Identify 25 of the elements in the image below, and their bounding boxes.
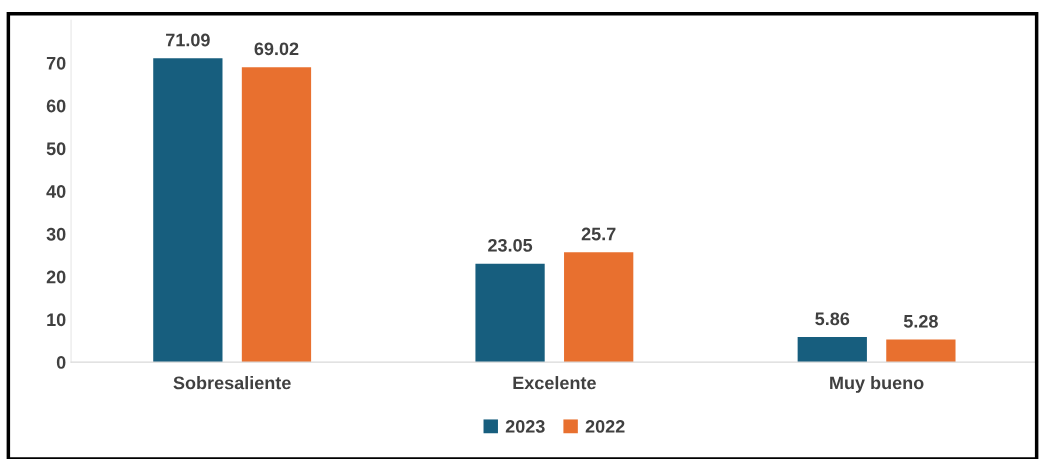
data-label: 5.28 [903, 314, 938, 328]
y-tick-label: 30 [46, 227, 66, 241]
x-tick-label: Excelente [513, 376, 596, 390]
y-tick-label: 0 [56, 356, 66, 369]
legend-label: 2022 [585, 420, 625, 433]
y-tick-label: 40 [46, 185, 66, 198]
y-tick-label: 50 [46, 142, 66, 156]
data-label: 25.7 [581, 227, 616, 241]
y-tick-label: 60 [46, 99, 66, 113]
bar [886, 339, 956, 363]
data-label: 5.86 [815, 312, 850, 326]
data-label: 71.09 [166, 33, 210, 47]
bar [475, 263, 545, 363]
bar [797, 337, 867, 363]
y-tick-label: 20 [46, 270, 66, 284]
bar [564, 252, 634, 363]
data-label: 69.02 [254, 42, 299, 56]
bar [153, 58, 223, 363]
legend-label: 2023 [505, 420, 545, 433]
x-tick-label: Muy bueno [830, 376, 924, 393]
bar [241, 67, 312, 363]
y-tick-label: 70 [46, 56, 66, 70]
y-tick-label: 10 [47, 313, 66, 327]
x-tick-label: Sobresaliente [173, 376, 291, 390]
data-label: 23.05 [488, 238, 533, 252]
